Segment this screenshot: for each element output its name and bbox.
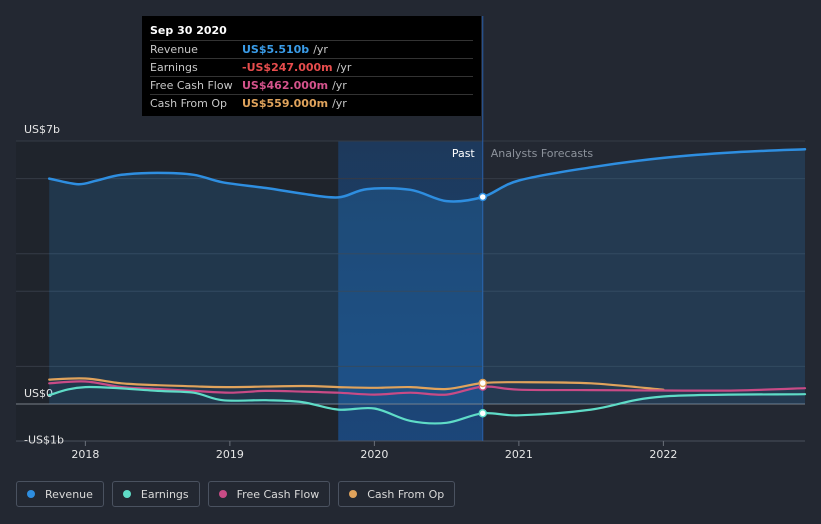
- tooltip-label: Earnings: [150, 61, 198, 74]
- x-tick-label: 2020: [360, 448, 388, 461]
- legend-item-cash-from-op[interactable]: Cash From Op: [338, 481, 456, 507]
- tooltip-label: Revenue: [150, 43, 198, 56]
- series-line-earnings: [48, 385, 807, 425]
- tooltip-row-free-cash-flow: Free Cash Flow US$462.000m /yr: [150, 76, 473, 94]
- tooltip-label: Free Cash Flow: [150, 79, 233, 92]
- tooltip-row-earnings: Earnings -US$247.000m /yr: [150, 58, 473, 76]
- tooltip: Sep 30 2020 Revenue US$5.510b /yr Earnin…: [142, 16, 481, 116]
- legend-item-revenue[interactable]: Revenue: [16, 481, 104, 507]
- legend-label: Cash From Op: [367, 487, 445, 501]
- marker-cash-from-op: [478, 378, 488, 388]
- tooltip-date: Sep 30 2020: [150, 24, 227, 37]
- tooltip-unit: /yr: [332, 97, 347, 110]
- marker-earnings: [478, 409, 488, 418]
- series-line-free-cash-flow: [48, 380, 807, 396]
- legend: Revenue Earnings Free Cash Flow Cash Fro…: [16, 481, 456, 507]
- legend-item-free-cash-flow[interactable]: Free Cash Flow: [207, 481, 331, 507]
- tooltip-unit: /yr: [336, 61, 352, 74]
- tooltip-label: Cash From Op: [150, 97, 228, 110]
- legend-dot-earnings: [122, 490, 131, 498]
- series-line-revenue: [47, 148, 807, 203]
- x-tick-label: 2018: [71, 448, 99, 461]
- tooltip-value: US$559.000m: [242, 97, 329, 110]
- tooltip-value: -US$247.000m: [242, 61, 333, 74]
- legend-label: Revenue: [45, 487, 93, 501]
- legend-label: Earnings: [140, 487, 189, 501]
- tooltip-row-revenue: Revenue US$5.510b /yr: [150, 40, 473, 58]
- x-tick-label: 2019: [216, 448, 244, 461]
- x-tick-label: 2022: [649, 448, 677, 461]
- tooltip-row-cash-from-op: Cash From Op US$559.000m /yr: [150, 94, 473, 112]
- tooltip-unit: /yr: [332, 79, 347, 92]
- x-tick-label: 2021: [505, 448, 533, 461]
- y-tick-label: US$0: [24, 387, 53, 400]
- past-label: Past: [452, 147, 476, 160]
- legend-dot-cash-from-op: [349, 490, 358, 498]
- y-tick-label: -US$1b: [24, 434, 64, 447]
- tooltip-unit: /yr: [313, 43, 328, 56]
- legend-dot-free-cash-flow: [218, 490, 227, 498]
- legend-item-earnings[interactable]: Earnings: [111, 481, 200, 507]
- legend-label: Free Cash Flow: [236, 487, 320, 501]
- marker-revenue: [478, 192, 488, 202]
- tooltip-value: US$462.000m: [242, 79, 329, 92]
- revenue-area: [49, 149, 805, 404]
- legend-dot-revenue: [27, 490, 35, 498]
- series-line-cash-from-op: [48, 377, 665, 391]
- tooltip-value: US$5.510b: [242, 43, 310, 56]
- y-tick-label: US$7b: [24, 123, 60, 136]
- forecast-label: Analysts Forecasts: [491, 147, 594, 160]
